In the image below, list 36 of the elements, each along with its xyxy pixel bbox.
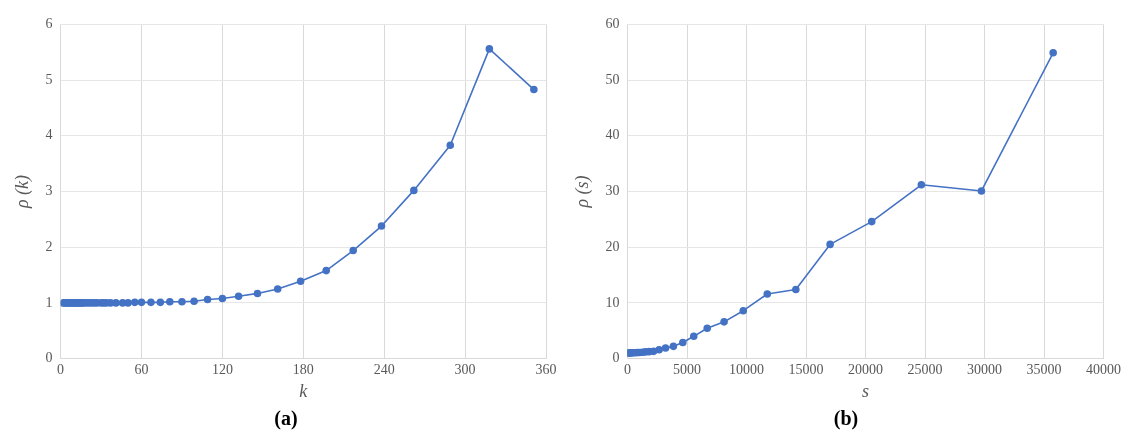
- x-tick-label: 40000: [1086, 361, 1121, 377]
- x-tick-label: 35000: [1026, 361, 1062, 377]
- y-axis-title: ρ (s): [571, 175, 593, 209]
- x-tick-label: 25000: [907, 361, 943, 377]
- x-tick-label: 10000: [729, 361, 765, 377]
- x-axis-title: k: [299, 380, 309, 401]
- x-tick-label: 60: [134, 361, 149, 377]
- x-tick-label: 0: [57, 361, 65, 377]
- x-tick-label: 15000: [788, 361, 824, 377]
- y-tick-label: 20: [605, 238, 620, 254]
- x-tick-label: 0: [624, 361, 632, 377]
- y-axis-title: ρ (k): [11, 174, 33, 210]
- y-tick-label: 2: [45, 238, 53, 254]
- x-tick-label: 30000: [967, 361, 1003, 377]
- x-tick-label: 360: [535, 361, 557, 377]
- text: (b): [833, 407, 859, 430]
- x-tick-label: 180: [292, 361, 314, 377]
- y-tick-label: 30: [605, 183, 620, 199]
- y-tick-label: 1: [45, 294, 53, 310]
- y-tick-label: 10: [605, 294, 620, 310]
- y-tick-label: 4: [45, 127, 53, 143]
- y-tick-label: 3: [45, 183, 53, 199]
- x-tick-label: 300: [454, 361, 476, 377]
- x-axis-title: s: [862, 380, 870, 401]
- text: (a): [274, 407, 298, 430]
- y-tick-label: 50: [605, 71, 620, 87]
- x-tick-label: 120: [211, 361, 233, 377]
- y-tick-label: 0: [45, 350, 53, 366]
- y-tick-label: 5: [45, 71, 53, 87]
- x-tick-label: 240: [373, 361, 395, 377]
- x-tick-label: 5000: [673, 361, 702, 377]
- y-tick-label: 0: [612, 350, 620, 366]
- y-tick-label: 60: [605, 16, 620, 32]
- y-tick-label: 6: [45, 16, 53, 32]
- x-tick-label: 20000: [848, 361, 884, 377]
- y-tick-label: 40: [605, 127, 620, 143]
